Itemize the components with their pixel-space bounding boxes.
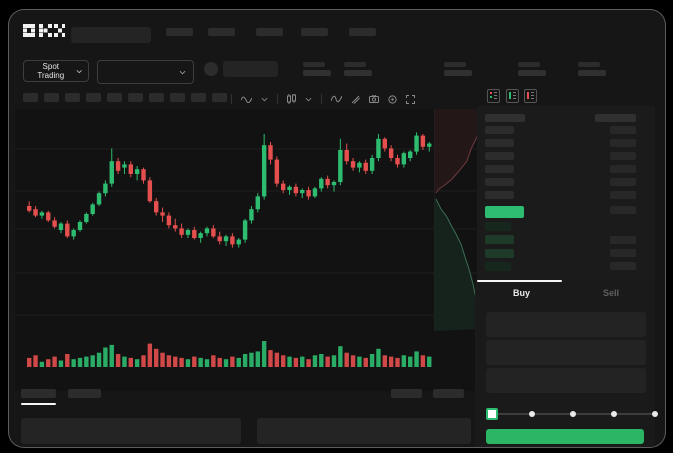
toolbar-button-placeholder[interactable] xyxy=(170,93,185,102)
stat-value-placeholder xyxy=(344,70,372,76)
bid-amount-placeholder[interactable] xyxy=(610,262,636,270)
nav-item-placeholder[interactable] xyxy=(301,28,328,36)
buy-tab-indicator xyxy=(477,280,562,282)
bottom-panel-right xyxy=(257,418,471,444)
ask-price-placeholder[interactable] xyxy=(485,126,514,134)
toolbar-button-placeholder[interactable] xyxy=(212,93,227,102)
pair-name-placeholder xyxy=(223,61,278,77)
toolbar-button-placeholder[interactable] xyxy=(65,93,80,102)
stat-label-placeholder xyxy=(444,62,466,67)
stat-label-placeholder xyxy=(518,62,540,67)
toolbar-button-placeholder[interactable] xyxy=(23,93,38,102)
tab-buy[interactable]: Buy xyxy=(507,287,536,299)
price-input[interactable] xyxy=(486,312,646,337)
divider xyxy=(231,94,232,104)
bottom-tab-active[interactable] xyxy=(21,389,56,398)
toolbar-button-placeholder[interactable] xyxy=(107,93,122,102)
slider-step[interactable] xyxy=(570,411,576,417)
stat-value-placeholder xyxy=(303,70,331,76)
order-book xyxy=(477,106,655,281)
toolbar-button-placeholder[interactable] xyxy=(128,93,143,102)
stat-label-placeholder xyxy=(303,62,325,67)
pair-selector[interactable] xyxy=(97,60,194,84)
stat-value-placeholder xyxy=(444,70,472,76)
nav-item-placeholder[interactable] xyxy=(349,28,376,36)
stat-value-placeholder xyxy=(578,70,606,76)
slider-step[interactable] xyxy=(652,411,658,417)
candlestick-chart xyxy=(15,132,479,367)
last-price-highlight[interactable] xyxy=(485,206,524,218)
bid-amount-placeholder[interactable] xyxy=(610,249,636,257)
book-asks-icon[interactable] xyxy=(524,89,537,103)
toolbar-button-placeholder[interactable] xyxy=(44,93,59,102)
camera-icon[interactable] xyxy=(369,95,379,103)
book-bids-icon[interactable] xyxy=(506,89,519,103)
ask-amount-placeholder[interactable] xyxy=(610,191,636,199)
ask-amount-placeholder[interactable] xyxy=(610,152,636,160)
okx-logo[interactable] xyxy=(23,24,65,37)
book-header-price xyxy=(485,114,525,122)
toolbar-button-placeholder[interactable] xyxy=(191,93,206,102)
stat-label-placeholder xyxy=(578,62,600,67)
trade-panel: Buy Sell xyxy=(475,280,658,447)
divider xyxy=(277,94,278,104)
nav-item-placeholder[interactable] xyxy=(256,28,283,36)
buy-submit-button[interactable] xyxy=(486,429,644,444)
bid-price-placeholder[interactable] xyxy=(485,248,514,258)
bid-price-placeholder[interactable] xyxy=(485,262,511,272)
depth-overlay xyxy=(434,109,487,331)
market-type-label: Spot Trading xyxy=(37,62,65,80)
bottom-panel-left xyxy=(21,418,241,444)
bid-price-placeholder[interactable] xyxy=(485,235,514,245)
nav-item-placeholder[interactable] xyxy=(166,28,193,36)
ask-price-placeholder[interactable] xyxy=(485,191,514,199)
ask-price-placeholder[interactable] xyxy=(485,165,514,173)
search-box[interactable] xyxy=(71,27,151,43)
toolbar-button-placeholder[interactable] xyxy=(86,93,101,102)
stat-label-placeholder xyxy=(344,62,366,67)
market-type-dropdown[interactable]: Spot Trading xyxy=(23,60,89,82)
settings-icon[interactable] xyxy=(388,94,397,104)
indicators-icon[interactable] xyxy=(331,95,342,103)
line-style-icon[interactable] xyxy=(241,95,252,103)
tab-sell[interactable]: Sell xyxy=(597,287,625,299)
chevron-down-icon[interactable] xyxy=(305,97,312,102)
ask-amount-placeholder[interactable] xyxy=(610,206,636,214)
toolbar-button-placeholder[interactable] xyxy=(149,93,164,102)
book-header-amount xyxy=(595,114,636,122)
total-input[interactable] xyxy=(486,368,646,393)
ask-amount-placeholder[interactable] xyxy=(610,165,636,173)
bottom-tab[interactable] xyxy=(68,389,101,398)
book-combined-icon[interactable] xyxy=(487,89,500,103)
ask-price-placeholder[interactable] xyxy=(485,178,514,186)
candle-style-icon[interactable] xyxy=(287,94,296,104)
nav-item-placeholder[interactable] xyxy=(208,28,235,36)
slider-step[interactable] xyxy=(529,411,535,417)
ask-amount-placeholder[interactable] xyxy=(610,126,636,134)
ask-amount-placeholder[interactable] xyxy=(610,178,636,186)
pair-avatar xyxy=(204,62,218,76)
amount-input[interactable] xyxy=(486,340,646,365)
ask-amount-placeholder[interactable] xyxy=(610,139,636,147)
divider xyxy=(321,94,322,104)
app-window: Spot Trading xyxy=(8,9,666,448)
stat-value-placeholder xyxy=(518,70,546,76)
bottom-action-placeholder[interactable] xyxy=(391,389,422,398)
bottom-tab-indicator xyxy=(21,403,56,405)
chevron-down-icon xyxy=(179,70,186,74)
fullscreen-icon[interactable] xyxy=(406,94,415,104)
price-chart[interactable] xyxy=(15,109,487,391)
chevron-down-icon[interactable] xyxy=(261,97,268,102)
bid-amount-placeholder[interactable] xyxy=(610,236,636,244)
bottom-action-placeholder[interactable] xyxy=(433,389,464,398)
bid-price-placeholder[interactable] xyxy=(485,222,511,231)
ask-price-placeholder[interactable] xyxy=(485,152,514,160)
chart-toolbar-icons xyxy=(231,94,415,104)
slider-step[interactable] xyxy=(611,411,617,417)
ask-price-placeholder[interactable] xyxy=(485,139,514,147)
chevron-down-icon xyxy=(76,69,82,73)
slider-handle[interactable] xyxy=(486,408,498,420)
compare-icon[interactable] xyxy=(351,95,360,104)
